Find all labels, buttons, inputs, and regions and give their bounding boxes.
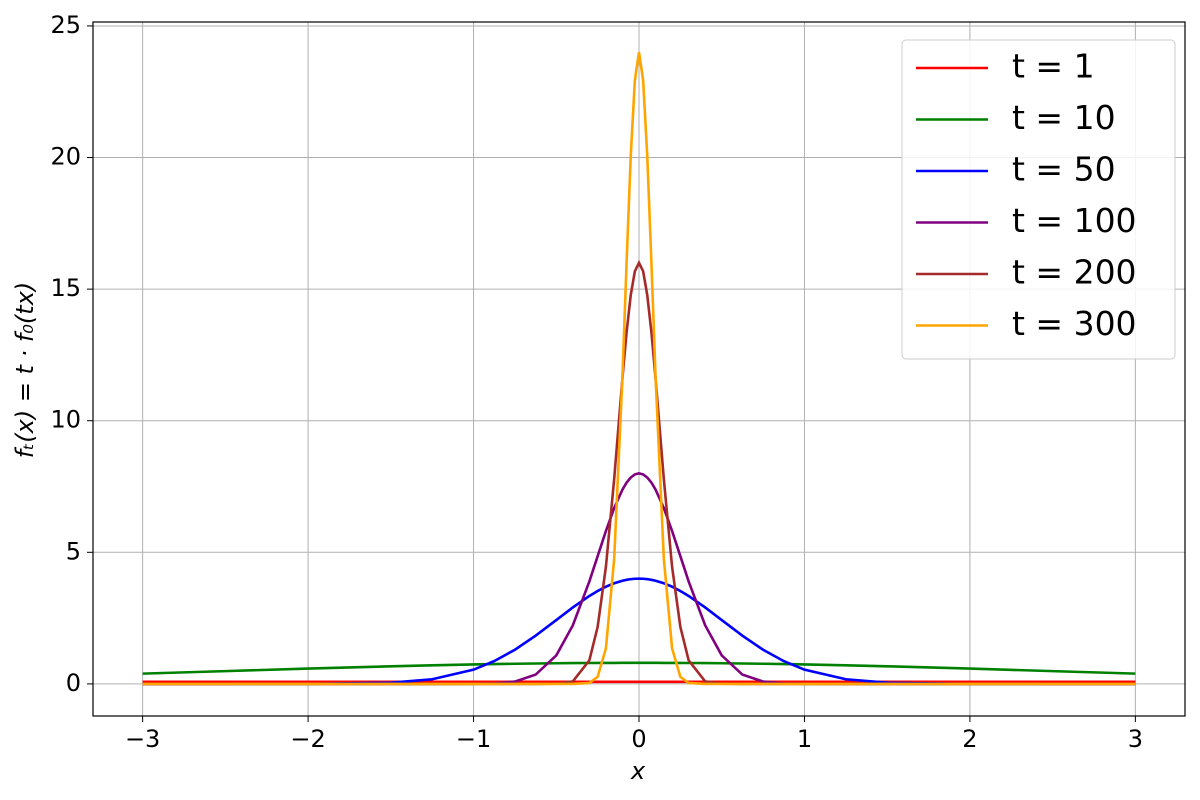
x-tick-label: 2 (962, 725, 977, 753)
legend-label: t = 10 (1012, 98, 1116, 137)
line-series (142, 52, 1136, 686)
legend-label: t = 1 (1012, 47, 1095, 86)
x-axis-label: x (630, 757, 646, 785)
legend-label: t = 300 (1012, 304, 1137, 343)
x-tick-label: 0 (631, 725, 646, 753)
y-tick-label: 5 (66, 537, 81, 565)
legend-label: t = 50 (1012, 150, 1116, 189)
legend-label: t = 100 (1012, 201, 1137, 240)
legend-label: t = 200 (1012, 253, 1137, 292)
legend: t = 1 t = 10 t = 50 t = 100 t = 200 t = 300 (901, 39, 1176, 360)
plot-frame (92, 21, 1186, 717)
x-tick-label: −3 (125, 725, 160, 753)
y-tick-label: 20 (50, 143, 81, 171)
x-tick-label: −2 (290, 725, 325, 753)
y-tick-label: 10 (50, 406, 81, 434)
y-axis-label: fₜ(x) = t · f₀(tx) (11, 282, 39, 459)
y-tick-label: 15 (50, 274, 81, 302)
line-series (142, 577, 1136, 686)
x-tick-label: −1 (456, 725, 491, 753)
y-tick-label: 25 (50, 11, 81, 39)
x-tick-label: 1 (797, 725, 812, 753)
y-tick-label: 0 (66, 669, 81, 697)
line-series (142, 661, 1136, 675)
x-tick-label: 3 (1128, 725, 1143, 753)
